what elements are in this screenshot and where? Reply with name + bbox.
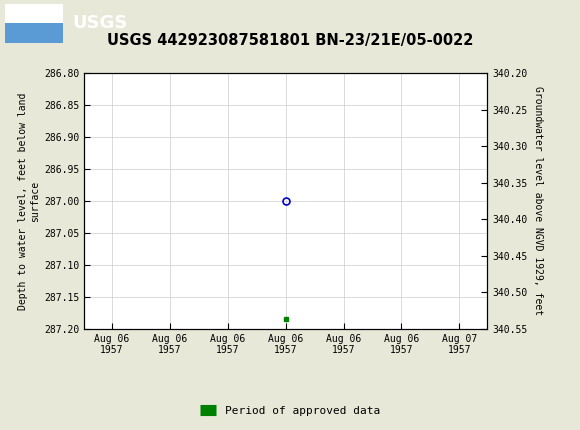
Text: USGS: USGS [72, 14, 128, 32]
Y-axis label: Depth to water level, feet below land
surface: Depth to water level, feet below land su… [18, 92, 40, 310]
FancyBboxPatch shape [5, 23, 63, 43]
FancyBboxPatch shape [5, 4, 63, 43]
Y-axis label: Groundwater level above NGVD 1929, feet: Groundwater level above NGVD 1929, feet [533, 86, 543, 316]
Legend: Period of approved data: Period of approved data [195, 401, 385, 420]
Text: USGS 442923087581801 BN-23/21E/05-0022: USGS 442923087581801 BN-23/21E/05-0022 [107, 34, 473, 48]
